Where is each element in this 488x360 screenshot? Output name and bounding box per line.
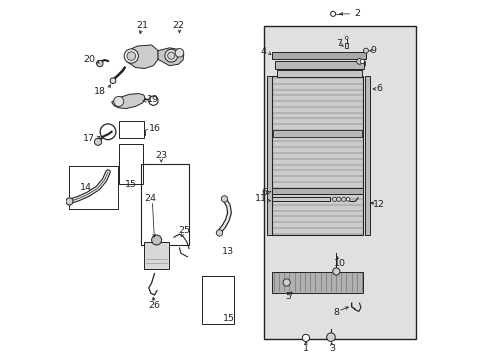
Bar xyxy=(272,130,362,137)
Text: 26: 26 xyxy=(148,301,160,310)
Text: 11: 11 xyxy=(254,194,266,203)
Polygon shape xyxy=(126,45,158,68)
Bar xyxy=(272,272,363,293)
Bar xyxy=(69,166,118,209)
Circle shape xyxy=(302,334,309,342)
Text: 19: 19 xyxy=(147,95,159,104)
Circle shape xyxy=(164,49,177,62)
Text: 15: 15 xyxy=(124,180,136,189)
Text: 22: 22 xyxy=(172,21,184,30)
Bar xyxy=(272,52,365,59)
Circle shape xyxy=(330,12,335,17)
Circle shape xyxy=(97,60,103,67)
Text: 6: 6 xyxy=(261,188,266,197)
Text: 20: 20 xyxy=(83,55,95,64)
Circle shape xyxy=(124,49,138,63)
Bar xyxy=(272,197,329,202)
Text: 9: 9 xyxy=(370,46,376,55)
Text: 1: 1 xyxy=(303,344,308,353)
Text: 17: 17 xyxy=(83,134,95,143)
Bar xyxy=(119,144,143,184)
Bar xyxy=(272,188,363,194)
Text: 23: 23 xyxy=(155,151,167,160)
Text: 24: 24 xyxy=(144,194,156,203)
Circle shape xyxy=(283,279,290,286)
Bar xyxy=(141,163,189,245)
Circle shape xyxy=(66,198,73,205)
Polygon shape xyxy=(111,94,145,109)
Circle shape xyxy=(363,48,367,53)
Circle shape xyxy=(151,235,162,245)
Bar xyxy=(272,131,363,136)
Circle shape xyxy=(346,198,349,201)
Circle shape xyxy=(345,36,347,39)
Circle shape xyxy=(127,52,135,60)
Circle shape xyxy=(221,196,227,202)
Circle shape xyxy=(326,333,335,342)
Bar xyxy=(274,62,363,68)
Bar xyxy=(264,26,415,339)
Bar xyxy=(119,121,144,138)
Text: 7: 7 xyxy=(335,39,341,48)
Text: 8: 8 xyxy=(332,309,338,318)
Text: 21: 21 xyxy=(136,21,148,30)
Circle shape xyxy=(167,52,175,59)
Circle shape xyxy=(332,268,339,275)
Bar xyxy=(143,242,169,269)
Text: 12: 12 xyxy=(372,200,385,209)
Circle shape xyxy=(110,78,116,84)
Text: 10: 10 xyxy=(334,260,346,269)
Text: 4: 4 xyxy=(260,47,266,56)
Circle shape xyxy=(332,197,336,202)
Text: 16: 16 xyxy=(148,124,161,133)
Circle shape xyxy=(175,49,183,57)
Text: 15: 15 xyxy=(222,314,234,323)
Circle shape xyxy=(148,96,158,105)
Text: 14: 14 xyxy=(80,183,91,192)
Bar xyxy=(201,276,234,324)
Bar xyxy=(272,76,363,235)
Circle shape xyxy=(216,230,222,236)
Circle shape xyxy=(100,124,116,140)
Bar xyxy=(364,76,369,235)
Text: 2: 2 xyxy=(353,9,359,18)
Text: 13: 13 xyxy=(222,247,234,256)
Text: 6: 6 xyxy=(376,84,382,93)
Polygon shape xyxy=(158,48,183,66)
Text: 25: 25 xyxy=(178,226,190,235)
Circle shape xyxy=(360,59,364,64)
Text: 18: 18 xyxy=(94,87,106,96)
Circle shape xyxy=(336,197,340,202)
Circle shape xyxy=(114,96,123,107)
Circle shape xyxy=(341,197,345,202)
Bar xyxy=(276,70,361,77)
Text: 5: 5 xyxy=(285,292,291,301)
Circle shape xyxy=(94,138,102,145)
Bar xyxy=(356,61,364,65)
Bar xyxy=(266,76,271,235)
Text: 3: 3 xyxy=(328,344,334,353)
Bar xyxy=(345,43,347,48)
Circle shape xyxy=(356,59,362,64)
